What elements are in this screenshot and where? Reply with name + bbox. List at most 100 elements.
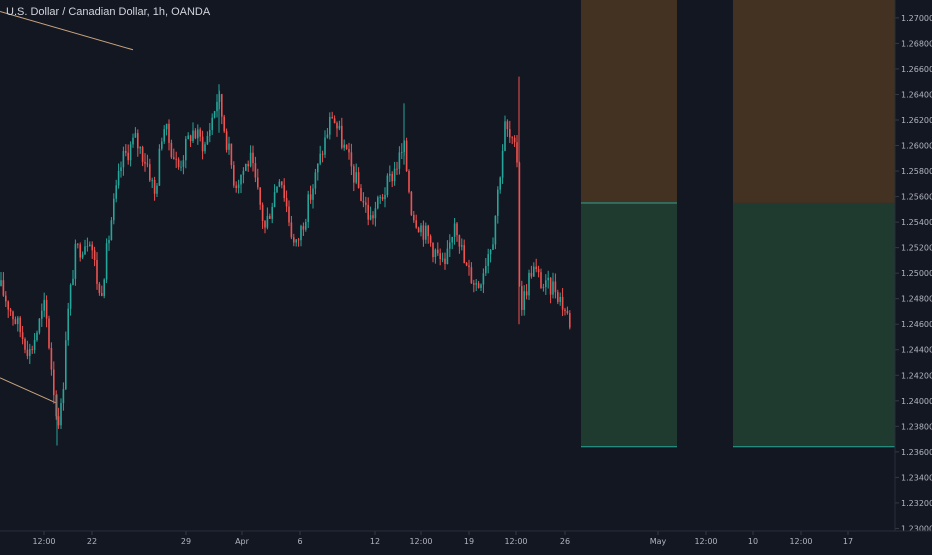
candle-body bbox=[425, 225, 427, 240]
candle-body bbox=[561, 296, 564, 310]
candle-body bbox=[129, 144, 132, 161]
candle-body bbox=[194, 130, 197, 139]
candle-body bbox=[163, 129, 165, 142]
candle-body bbox=[115, 185, 117, 199]
candle-body bbox=[98, 283, 101, 294]
candle-body bbox=[7, 301, 9, 310]
candle-body bbox=[151, 179, 153, 181]
candle-body bbox=[439, 253, 441, 260]
candle-body bbox=[240, 174, 242, 185]
time-tick-label: 17 bbox=[843, 537, 853, 546]
candle-body bbox=[427, 225, 429, 237]
candle-body bbox=[12, 311, 14, 320]
candle-body bbox=[91, 244, 93, 251]
candle-body bbox=[84, 246, 86, 255]
candle-body bbox=[137, 133, 139, 149]
candle-body bbox=[257, 177, 259, 188]
candle-body bbox=[350, 152, 353, 167]
price-tick-label: 1.26000 bbox=[901, 142, 932, 151]
target-zone-1[interactable] bbox=[581, 202, 677, 447]
time-tick-label: 12:00 bbox=[32, 537, 55, 546]
candle-body bbox=[288, 206, 290, 223]
price-tick-label: 1.25800 bbox=[901, 167, 932, 176]
candle-body bbox=[434, 249, 437, 258]
candle-body bbox=[374, 208, 377, 219]
price-tick-label: 1.27000 bbox=[901, 14, 932, 23]
candle-body bbox=[333, 118, 336, 124]
target-zone-2[interactable] bbox=[733, 202, 895, 447]
candle-body bbox=[110, 220, 113, 240]
candle-body bbox=[5, 295, 7, 302]
candle-body bbox=[417, 227, 420, 233]
candle-body bbox=[367, 204, 369, 220]
candle-body bbox=[125, 151, 127, 153]
candle-body bbox=[165, 123, 168, 130]
candle-body bbox=[153, 179, 156, 194]
candle-body bbox=[247, 164, 249, 167]
candle-body bbox=[338, 125, 341, 129]
candle-body bbox=[422, 225, 425, 240]
candle-body bbox=[0, 280, 2, 286]
candle-body bbox=[233, 165, 235, 186]
candle-body bbox=[158, 148, 161, 186]
candle-body bbox=[497, 189, 499, 216]
candle-body bbox=[391, 173, 393, 182]
trendline-2[interactable] bbox=[0, 377, 58, 404]
candle-body bbox=[283, 185, 285, 199]
symbol-title: U.S. Dollar / Canadian Dollar, 1h, OANDA bbox=[6, 6, 211, 18]
candle-body bbox=[33, 340, 36, 350]
stop-zone-2[interactable] bbox=[733, 0, 895, 203]
candle-body bbox=[463, 245, 465, 263]
candle-body bbox=[420, 225, 422, 233]
candle-body bbox=[187, 135, 189, 140]
candle-body bbox=[45, 299, 48, 319]
candle-body bbox=[300, 226, 302, 241]
candle-body bbox=[72, 278, 74, 285]
candle-body bbox=[199, 129, 201, 137]
candle-body bbox=[36, 332, 38, 341]
candle-body bbox=[213, 111, 216, 118]
candle-body bbox=[156, 185, 158, 194]
price-tick-label: 1.23000 bbox=[901, 524, 932, 533]
price-tick-label: 1.23600 bbox=[901, 448, 932, 457]
candle-body bbox=[360, 187, 362, 201]
candle-body bbox=[554, 281, 557, 293]
candle-body bbox=[314, 172, 317, 189]
candle-body bbox=[180, 166, 182, 168]
candle-body bbox=[521, 286, 523, 310]
candle-body bbox=[185, 139, 187, 161]
candle-body bbox=[67, 308, 69, 341]
candle-body bbox=[566, 311, 569, 314]
candle-body bbox=[441, 258, 444, 260]
candle-body bbox=[230, 143, 233, 166]
candle-body bbox=[182, 160, 185, 167]
candle-body bbox=[139, 147, 141, 149]
candle-body bbox=[326, 134, 329, 138]
candle-body bbox=[201, 136, 204, 152]
candle-body bbox=[305, 221, 307, 230]
stop-zone-1[interactable] bbox=[581, 0, 677, 203]
candle-body bbox=[209, 129, 211, 136]
trendline-1[interactable] bbox=[0, 11, 134, 51]
time-tick-label: Apr bbox=[235, 537, 250, 546]
candle-body bbox=[211, 117, 213, 130]
candle-body bbox=[278, 181, 281, 187]
candle-body bbox=[271, 206, 273, 219]
candle-body bbox=[245, 164, 247, 171]
price-tick-label: 1.23400 bbox=[901, 473, 932, 482]
candle-body bbox=[173, 157, 175, 159]
candle-body bbox=[21, 332, 24, 339]
candle-body bbox=[396, 168, 398, 170]
candle-body bbox=[353, 166, 355, 183]
candle-body bbox=[398, 152, 401, 169]
candle-body bbox=[324, 137, 326, 155]
candle-body bbox=[113, 198, 115, 221]
candle-body bbox=[475, 283, 477, 285]
candle-body bbox=[221, 94, 223, 117]
candle-body bbox=[50, 347, 53, 370]
candle-body bbox=[254, 163, 257, 178]
candle-body bbox=[192, 130, 194, 141]
price-tick-label: 1.26600 bbox=[901, 65, 932, 74]
